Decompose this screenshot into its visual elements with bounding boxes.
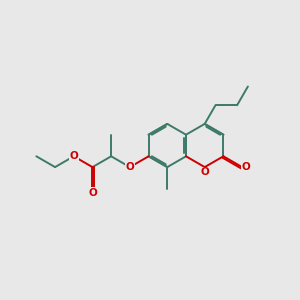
Text: O: O bbox=[69, 151, 78, 161]
Text: O: O bbox=[88, 188, 97, 198]
Text: O: O bbox=[200, 167, 209, 178]
Text: O: O bbox=[242, 162, 251, 172]
Text: O: O bbox=[125, 162, 134, 172]
